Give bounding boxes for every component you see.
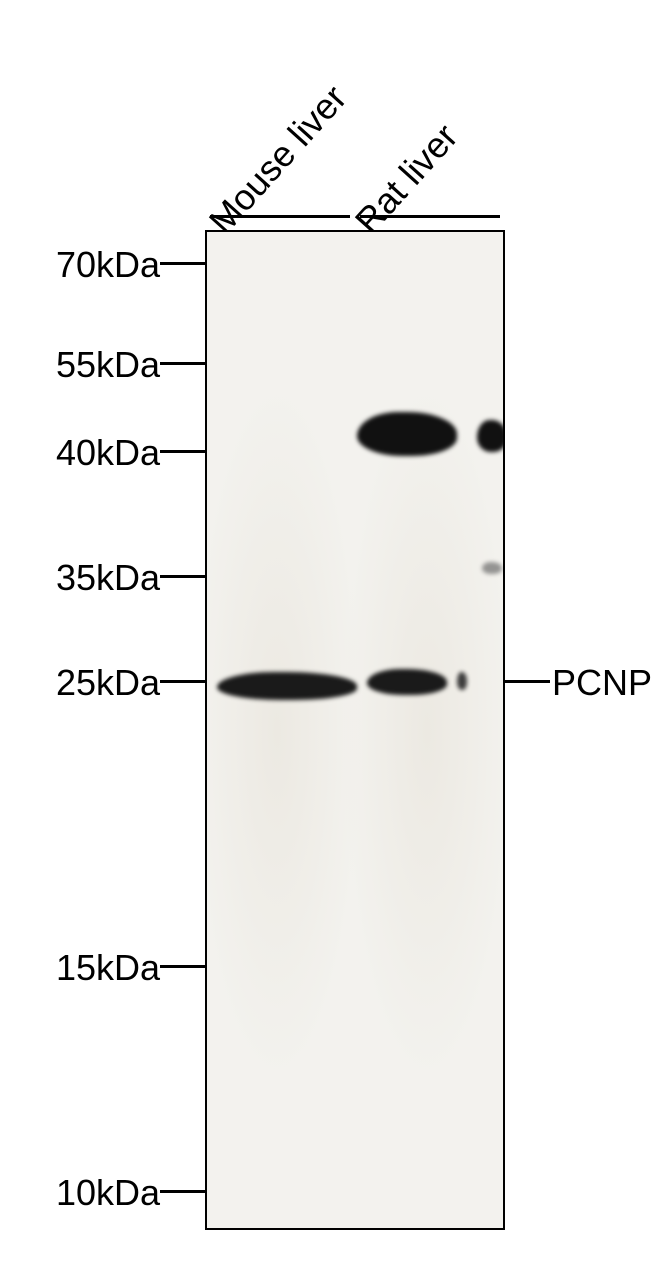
ladder-text: 10kDa — [56, 1172, 160, 1213]
ladder-text: 55kDa — [56, 344, 160, 385]
lane-label-text: Rat liver — [347, 116, 466, 242]
ladder-tick-6 — [160, 1190, 205, 1193]
band-pcnp-lane1 — [367, 669, 447, 695]
band-pcnp-lane1-tail — [457, 672, 467, 690]
band-faint-lane1 — [482, 562, 502, 574]
lane-underline-1 — [360, 215, 500, 218]
target-text: PCNP — [552, 662, 652, 703]
ladder-label-6: 10kDa — [0, 1172, 160, 1214]
ladder-label-3: 35kDa — [0, 557, 160, 599]
ladder-text: 25kDa — [56, 662, 160, 703]
ladder-tick-3 — [160, 575, 205, 578]
western-blot-figure: Mouse liver Rat liver 70kDa 55kDa 40kDa … — [0, 0, 658, 1280]
lane-underline-0 — [210, 215, 350, 218]
ladder-text: 40kDa — [56, 432, 160, 473]
band-upper-lane1-edge — [477, 420, 505, 452]
target-tick — [505, 680, 550, 683]
ladder-tick-4 — [160, 680, 205, 683]
band-upper-lane1 — [357, 412, 457, 456]
blot-membrane — [205, 230, 505, 1230]
ladder-label-0: 70kDa — [0, 244, 160, 286]
ladder-text: 70kDa — [56, 244, 160, 285]
ladder-text: 35kDa — [56, 557, 160, 598]
ladder-label-1: 55kDa — [0, 344, 160, 386]
ladder-text: 15kDa — [56, 947, 160, 988]
ladder-label-4: 25kDa — [0, 662, 160, 704]
ladder-tick-5 — [160, 965, 205, 968]
ladder-label-2: 40kDa — [0, 432, 160, 474]
target-label: PCNP — [552, 662, 652, 704]
ladder-label-5: 15kDa — [0, 947, 160, 989]
lane-label-1: Rat liver — [347, 116, 467, 242]
ladder-tick-1 — [160, 362, 205, 365]
ladder-tick-2 — [160, 450, 205, 453]
blot-noise — [207, 232, 503, 1228]
band-pcnp-lane0 — [217, 672, 357, 700]
ladder-tick-0 — [160, 262, 205, 265]
